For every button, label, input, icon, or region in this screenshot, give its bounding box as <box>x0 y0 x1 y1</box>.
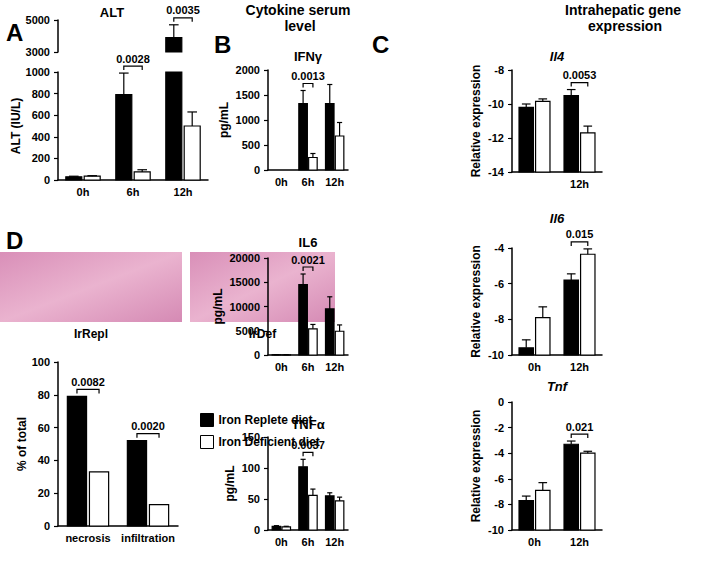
svg-text:D: D <box>6 227 23 254</box>
svg-text:0.0053: 0.0053 <box>563 69 597 81</box>
svg-text:A: A <box>6 19 23 46</box>
svg-text:-12: -12 <box>488 132 504 144</box>
svg-text:Relative expression: Relative expression <box>469 245 483 358</box>
svg-text:3000: 3000 <box>26 46 50 58</box>
svg-text:0: 0 <box>44 520 50 532</box>
svg-text:0h: 0h <box>275 361 288 373</box>
svg-text:0h: 0h <box>77 186 90 198</box>
svg-text:-8: -8 <box>494 313 504 325</box>
svg-text:100: 100 <box>242 462 260 474</box>
svg-text:necrosis: necrosis <box>65 532 110 544</box>
svg-text:Iron Deficient diet: Iron Deficient diet <box>218 435 320 449</box>
svg-text:0h: 0h <box>275 176 288 188</box>
svg-text:-6: -6 <box>494 278 504 290</box>
svg-text:Relative expression: Relative expression <box>469 410 483 523</box>
svg-text:5000: 5000 <box>26 14 50 26</box>
svg-text:20: 20 <box>38 487 50 499</box>
svg-text:ALT: ALT <box>100 5 124 20</box>
svg-text:IFNγ: IFNγ <box>294 49 323 64</box>
svg-text:Iron Replete diet: Iron Replete diet <box>219 413 313 427</box>
svg-text:50: 50 <box>248 493 260 505</box>
svg-text:20000: 20000 <box>229 252 260 264</box>
svg-text:0.0035: 0.0035 <box>166 4 200 16</box>
svg-text:Intrahepatic gene: Intrahepatic gene <box>565 2 685 18</box>
svg-text:-8: -8 <box>494 498 504 510</box>
svg-text:0.0037: 0.0037 <box>291 439 325 451</box>
svg-text:6h: 6h <box>127 186 140 198</box>
svg-text:B: B <box>214 31 231 58</box>
svg-text:-4: -4 <box>494 242 505 254</box>
svg-text:0.0021: 0.0021 <box>291 254 325 266</box>
svg-text:1000: 1000 <box>236 114 260 126</box>
svg-text:% of total: % of total <box>15 417 29 471</box>
svg-text:IL6: IL6 <box>299 235 318 250</box>
svg-text:6h: 6h <box>302 176 315 188</box>
svg-text:IrRepl: IrRepl <box>74 327 108 341</box>
svg-text:Tnf: Tnf <box>547 379 569 394</box>
svg-text:0h: 0h <box>275 536 288 548</box>
svg-text:400: 400 <box>32 131 50 143</box>
svg-text:level: level <box>284 18 315 34</box>
svg-text:0: 0 <box>254 524 260 536</box>
svg-text:0: 0 <box>254 349 260 361</box>
svg-text:-2: -2 <box>494 422 504 434</box>
svg-text:2000: 2000 <box>236 64 260 76</box>
svg-text:12h: 12h <box>325 176 344 188</box>
svg-text:-10: -10 <box>488 349 504 361</box>
svg-text:1500: 1500 <box>236 89 260 101</box>
svg-text:5000: 5000 <box>236 325 260 337</box>
svg-text:-4: -4 <box>494 447 505 459</box>
svg-text:10000: 10000 <box>229 301 260 313</box>
svg-text:12h: 12h <box>570 361 589 373</box>
svg-text:-6: -6 <box>494 473 504 485</box>
svg-text:1000: 1000 <box>26 66 50 78</box>
svg-text:100: 100 <box>32 356 50 368</box>
svg-text:0.0020: 0.0020 <box>131 420 165 432</box>
svg-text:800: 800 <box>32 88 50 100</box>
svg-text:80: 80 <box>38 389 50 401</box>
svg-text:0: 0 <box>44 174 50 186</box>
svg-text:60: 60 <box>38 422 50 434</box>
svg-text:0.0013: 0.0013 <box>291 70 325 82</box>
svg-text:Il4: Il4 <box>550 49 565 64</box>
svg-text:0: 0 <box>498 396 504 408</box>
svg-text:40: 40 <box>38 454 50 466</box>
svg-text:0.021: 0.021 <box>566 421 594 433</box>
svg-text:0: 0 <box>254 164 260 176</box>
svg-text:C: C <box>372 31 389 58</box>
svg-text:0.015: 0.015 <box>566 228 594 240</box>
svg-text:0h: 0h <box>528 361 541 373</box>
svg-text:-8: -8 <box>494 64 504 76</box>
svg-text:pg/mL: pg/mL <box>217 102 231 138</box>
svg-text:12h: 12h <box>570 178 589 190</box>
svg-text:6h: 6h <box>302 536 315 548</box>
svg-text:12h: 12h <box>325 361 344 373</box>
svg-text:12h: 12h <box>570 536 589 548</box>
svg-text:12h: 12h <box>174 186 193 198</box>
svg-text:0h: 0h <box>528 536 541 548</box>
svg-text:ALT (IU/L): ALT (IU/L) <box>9 98 23 154</box>
svg-text:12h: 12h <box>325 536 344 548</box>
svg-text:200: 200 <box>32 152 50 164</box>
svg-text:-10: -10 <box>488 98 504 110</box>
svg-text:infiltration: infiltration <box>121 532 175 544</box>
svg-text:600: 600 <box>32 109 50 121</box>
svg-text:IrDef: IrDef <box>248 327 277 341</box>
svg-text:0.0028: 0.0028 <box>116 53 150 65</box>
svg-text:6h: 6h <box>302 361 315 373</box>
svg-text:pg/mL: pg/mL <box>223 466 237 502</box>
svg-text:500: 500 <box>242 139 260 151</box>
svg-text:-10: -10 <box>488 524 504 536</box>
svg-text:Il6: Il6 <box>550 211 565 226</box>
svg-text:Relative expression: Relative expression <box>469 65 483 178</box>
svg-text:-14: -14 <box>488 166 505 178</box>
svg-text:expression: expression <box>588 18 662 34</box>
svg-text:0.0082: 0.0082 <box>71 376 105 388</box>
svg-text:pg/mL: pg/mL <box>211 289 225 325</box>
svg-text:15000: 15000 <box>229 276 260 288</box>
svg-text:Cytokine serum: Cytokine serum <box>246 2 355 18</box>
